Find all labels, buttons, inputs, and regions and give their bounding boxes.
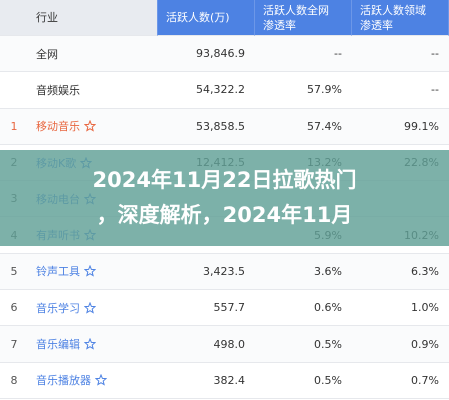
value: 382.4: [213, 373, 246, 387]
header-cell: 行业: [0, 0, 158, 36]
industry-link: 音乐编辑: [36, 338, 80, 352]
value-cell: 6.3%: [352, 253, 449, 291]
value-cell: 0.6%: [255, 290, 352, 327]
row-label-cell: 1 移动音乐: [0, 108, 158, 145]
value: 3.6%: [314, 264, 342, 278]
value: 99.1%: [404, 119, 439, 133]
value-cell: 0.9%: [352, 326, 449, 363]
value-cell: 99.1%: [352, 108, 449, 145]
star-icon[interactable]: [84, 301, 96, 314]
value-cell: 54,322.2: [158, 72, 255, 109]
value: --: [334, 47, 342, 61]
value: 0.9%: [411, 337, 439, 351]
banner-line: ，深度解析，2024年11月: [96, 203, 353, 227]
star-icon[interactable]: [95, 374, 107, 386]
row-label-cell: 音频娱乐: [0, 72, 158, 109]
header-cell: 活跃人数领域 渗透率: [352, 0, 449, 36]
value-cell: 3,423.5: [158, 253, 255, 291]
header-text: 活跃人数(万): [166, 11, 230, 24]
value-cell: 1.0%: [352, 290, 449, 327]
industry-link: 移动音乐: [36, 120, 80, 134]
row-label-cell: 5 铃声工具: [0, 253, 158, 291]
header-text: 活跃人数全网: [263, 3, 329, 17]
value-cell: 382.4: [158, 362, 255, 399]
value-cell: --: [352, 72, 449, 109]
header-text: 渗透率: [360, 18, 393, 32]
industry-link: 音乐学习: [36, 301, 80, 315]
header-text: 行业: [36, 11, 58, 24]
header-text: 活跃人数领域: [360, 3, 426, 17]
value: 54,322.2: [196, 83, 245, 97]
rank: 1: [10, 119, 18, 133]
value: 93,846.9: [196, 47, 245, 61]
value: --: [431, 83, 439, 97]
value-cell: --: [255, 36, 352, 73]
rank: 7: [10, 337, 18, 351]
value: 0.5%: [314, 373, 342, 387]
rank: 8: [10, 373, 18, 387]
banner-line: 2024年11月22日拉歌热门: [92, 168, 357, 192]
industry-link: 音乐播放器: [36, 374, 91, 388]
value: 0.5%: [314, 337, 342, 351]
value-cell: 557.7: [158, 290, 255, 327]
value-cell: 0.5%: [255, 362, 352, 399]
rank: 6: [10, 301, 18, 315]
value: 3,423.5: [203, 264, 245, 278]
industry-name: 音频娱乐: [36, 83, 80, 97]
value-cell: 3.6%: [255, 253, 352, 291]
header-text: 渗透率: [263, 18, 296, 32]
banner: 2024年11月22日拉歌热门 ，深度解析，2024年11月: [0, 150, 449, 246]
value-cell: 53,858.5: [158, 108, 255, 145]
value: 1.0%: [411, 301, 439, 315]
star-icon[interactable]: [84, 120, 96, 132]
star-icon[interactable]: [84, 265, 96, 278]
header-cell: 活跃人数全网 渗透率: [255, 0, 352, 36]
value-cell: 498.0: [158, 326, 255, 363]
row-label-cell: 7 音乐编辑: [0, 326, 158, 363]
industry-name: 全网: [36, 47, 58, 61]
value: 6.3%: [411, 264, 439, 278]
row-label-cell: 全网: [0, 36, 158, 73]
value: --: [431, 47, 439, 61]
industry-link: 铃声工具: [36, 265, 80, 279]
value: 0.7%: [411, 373, 439, 387]
value: 57.4%: [307, 119, 342, 133]
value: 0.6%: [314, 301, 342, 315]
value: 557.7: [213, 301, 246, 315]
value-cell: 93,846.9: [158, 36, 255, 73]
header-cell: 活跃人数(万): [158, 0, 255, 36]
value-cell: 57.4%: [255, 108, 352, 145]
value-cell: 57.9%: [255, 72, 352, 109]
row-label-cell: 8 音乐播放器: [0, 362, 158, 399]
row-label-cell: 6 音乐学习: [0, 290, 158, 327]
rank: 5: [10, 264, 18, 278]
value: 498.0: [213, 337, 246, 351]
value-cell: 0.7%: [352, 362, 449, 399]
value-cell: --: [352, 36, 449, 73]
value: 53,858.5: [196, 119, 245, 133]
value-cell: 0.5%: [255, 326, 352, 363]
value: 57.9%: [307, 83, 342, 97]
star-icon[interactable]: [84, 338, 96, 350]
